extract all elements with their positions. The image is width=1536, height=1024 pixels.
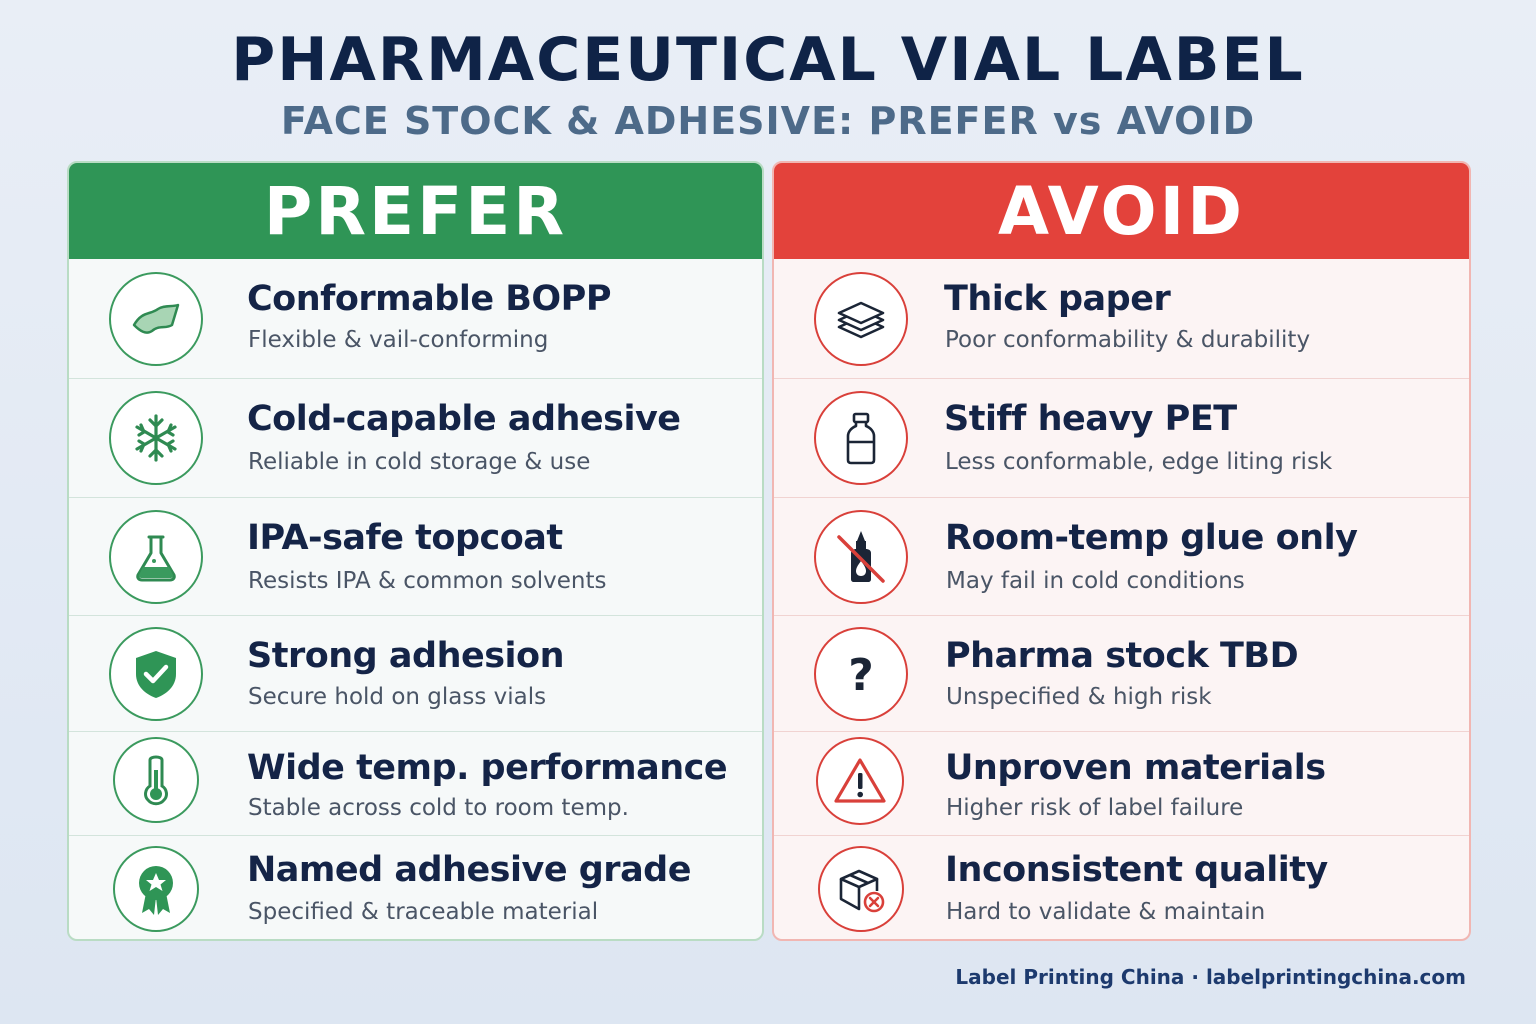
row-desc: Hard to validate & maintain: [946, 899, 1266, 925]
row-title: IPA-safe topcoat: [247, 518, 563, 558]
row-desc: Stable across cold to room temp.: [248, 795, 629, 821]
avoid-row-room-temp-glue: Room-temp glue only May fail in cold con…: [774, 497, 1469, 615]
row-title: Stiff heavy PET: [944, 399, 1237, 439]
row-desc: Specified & traceable material: [248, 899, 599, 925]
prefer-row-wide-temp: Wide temp. performance Stable across col…: [69, 731, 762, 835]
row-title: Pharma stock TBD: [945, 636, 1299, 676]
thermometer-icon: [113, 737, 199, 823]
paper-stack-icon: [814, 272, 908, 366]
row-desc: Flexible & vail-conforming: [248, 327, 549, 353]
row-title: Unproven materials: [945, 748, 1326, 788]
shield-check-icon: [109, 627, 203, 721]
row-title: Room-temp glue only: [945, 518, 1358, 558]
row-desc: May fail in cold conditions: [946, 568, 1245, 594]
row-title: Cold-capable adhesive: [247, 399, 681, 439]
prefer-row-cold-adhesive: Cold-capable adhesive Reliable in cold s…: [69, 378, 762, 497]
box-error-icon: [818, 846, 904, 932]
row-desc: Less conformable, edge liting risk: [945, 449, 1333, 475]
film-sheet-icon: [109, 272, 203, 366]
warning-triangle-icon: [816, 737, 904, 825]
award-badge-icon: [113, 846, 199, 932]
row-title: Conformable BOPP: [247, 279, 611, 319]
prefer-row-named-grade: Named adhesive grade Specified & traceab…: [69, 835, 762, 939]
row-title: Wide temp. performance: [247, 748, 728, 788]
avoid-row-stiff-pet: Stiff heavy PET Less conformable, edge l…: [774, 378, 1469, 497]
avoid-header: AVOID: [774, 163, 1469, 259]
row-title: Inconsistent quality: [945, 850, 1328, 890]
bottle-icon: [814, 391, 908, 485]
row-desc: Unspecified & high risk: [946, 684, 1212, 710]
svg-text:?: ?: [848, 650, 874, 701]
flask-icon: [109, 510, 203, 604]
prefer-header: PREFER: [69, 163, 762, 259]
prefer-panel: PREFER Conformable BOPP Flexible & vail-…: [67, 161, 764, 941]
row-title: Named adhesive grade: [247, 850, 691, 890]
avoid-panel: AVOID Thick paper Poor conformability & …: [772, 161, 1471, 941]
row-title: Thick paper: [944, 279, 1171, 319]
row-desc: Reliable in cold storage & use: [248, 449, 591, 475]
row-desc: Secure hold on glass vials: [248, 684, 547, 710]
prefer-row-strong-adhesion: Strong adhesion Secure hold on glass via…: [69, 615, 762, 731]
row-desc: Resists IPA & common solvents: [248, 568, 607, 594]
row-title: Strong adhesion: [247, 636, 565, 676]
question-mark-icon: ?: [814, 627, 908, 721]
row-desc: Poor conformability & durability: [945, 327, 1311, 353]
avoid-row-unproven: Unproven materials Higher risk of label …: [774, 731, 1469, 835]
snowflake-icon: [109, 391, 203, 485]
avoid-row-pharma-tbd: ? Pharma stock TBD Unspecified & high ri…: [774, 615, 1469, 731]
footer-credit: Label Printing China · labelprintingchin…: [955, 965, 1466, 989]
page-subtitle: FACE STOCK & ADHESIVE: PREFER vs AVOID: [280, 99, 1256, 143]
page-title: PHARMACEUTICAL VIAL LABEL: [231, 25, 1305, 95]
prefer-row-ipa-topcoat: IPA-safe topcoat Resists IPA & common so…: [69, 497, 762, 615]
avoid-row-inconsistent: Inconsistent quality Hard to validate & …: [774, 835, 1469, 939]
row-desc: Higher risk of label failure: [946, 795, 1244, 821]
avoid-row-thick-paper: Thick paper Poor conformability & durabi…: [774, 259, 1469, 378]
prefer-row-bopp: Conformable BOPP Flexible & vail-conform…: [69, 259, 762, 378]
no-glue-icon: [814, 510, 908, 604]
